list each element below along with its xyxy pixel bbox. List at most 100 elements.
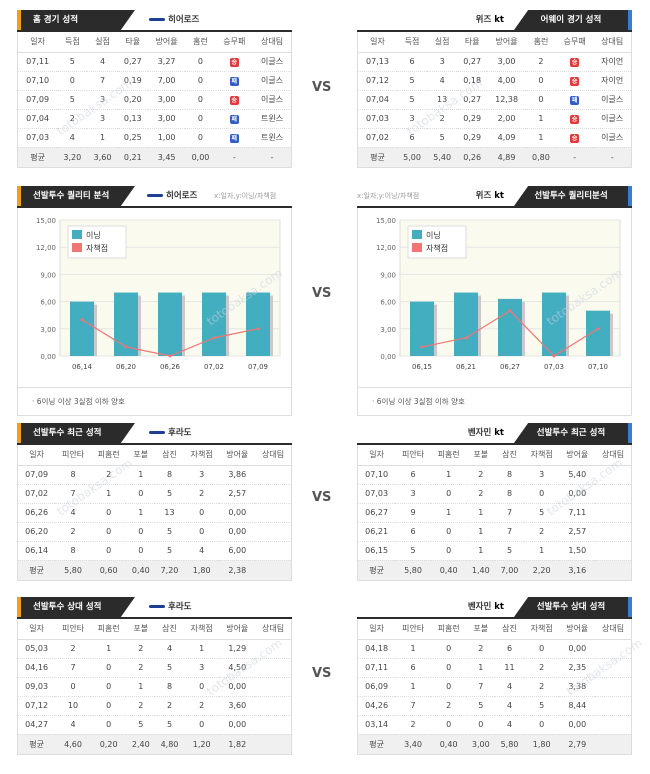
earned-run-point [464, 336, 468, 340]
table-cell: 패 [215, 128, 254, 148]
quality-left-hint: x:일자,y:이닝/자책점 [214, 192, 277, 200]
table-cell: 0,27 [457, 90, 488, 110]
pitcher-vs-left-title: 선발투수 상대 성적 [17, 597, 135, 617]
quality-right-note: · 6이닝 이상 3실점 이하 양호 [357, 388, 632, 416]
table-cell: 07,04 [17, 109, 58, 129]
column-header: 포볼 [466, 619, 496, 640]
y-tick-label: 3,00 [380, 326, 396, 334]
y-tick-label: 12,00 [376, 244, 396, 252]
table-cell: 7 [466, 677, 496, 697]
table-cell: 06,09 [357, 677, 396, 697]
earned-run-point [124, 345, 128, 349]
table-cell: 0 [430, 658, 467, 678]
table-row: 07,03 3 2 0,29 2,00 1 승 이글스 [357, 109, 632, 129]
table-cell: 1 [430, 465, 467, 485]
column-header: 일자 [17, 32, 58, 53]
table-cell: 0 [523, 484, 560, 504]
average-cell: 2,40 [126, 734, 156, 755]
table-cell [255, 484, 292, 504]
column-header: 일자 [17, 445, 56, 466]
table-cell: 1 [466, 522, 496, 542]
column-header: 포볼 [466, 445, 496, 466]
table-cell: 1,50 [559, 541, 596, 561]
legend-swatch-innings [412, 230, 422, 239]
table-cell [595, 658, 632, 678]
table-cell [595, 639, 632, 659]
table-cell: 4,50 [219, 658, 256, 678]
table-cell: 4 [495, 715, 524, 735]
column-header: 삼진 [495, 445, 524, 466]
table-row: 05,03 2 1 2 4 1 1,29 [17, 639, 292, 659]
table-cell: 0 [185, 128, 216, 148]
table-row: 06,09 1 0 7 4 2 3,38 [357, 677, 632, 697]
column-header: 승무패 [215, 32, 254, 53]
pitcher-left-name: 후라도 [149, 426, 191, 438]
column-header: 자책점 [183, 619, 220, 640]
table-cell: 6 [395, 522, 431, 542]
table-cell: 07,10 [357, 465, 396, 485]
table-cell: 자이언 [593, 71, 632, 91]
pitcher-recent-left-panel: 선발투수 최근 성적 후라도 일자 피안타 피홈런 포볼 삼진 자책점 방어율 상대팀 07,0… [17, 423, 292, 581]
table-cell: 2 [90, 465, 127, 485]
table-cell: 1 [466, 541, 496, 561]
x-tick-label: 07,03 [544, 363, 564, 371]
y-tick-label: 3,00 [40, 326, 56, 334]
loss-badge: 패 [570, 95, 580, 105]
table-cell [595, 465, 632, 485]
table-cell: 2 [126, 658, 156, 678]
average-cell: 1,20 [183, 734, 220, 755]
column-header: 상대팀 [595, 445, 632, 466]
average-cell: 1,80 [183, 560, 220, 581]
table-cell: 0 [523, 715, 560, 735]
table-cell: 3,27 [147, 52, 186, 72]
column-header: 자책점 [183, 445, 220, 466]
table-cell: 4 [183, 541, 220, 561]
quality-left-team: 히어로즈 [147, 189, 197, 201]
pitcher-vs-right-name: 벤자민 kt [467, 602, 504, 612]
table-cell: 0,19 [117, 71, 148, 91]
earned-run-point [80, 318, 84, 322]
table-cell: 7 [495, 503, 524, 523]
column-header: 홈런 [185, 32, 216, 53]
average-cell: 0,80 [525, 147, 556, 168]
table-cell: 0 [90, 715, 127, 735]
table-cell: 06,21 [357, 522, 396, 542]
table-cell [255, 541, 292, 561]
bar-innings [202, 292, 226, 356]
table-cell: 5 [155, 715, 184, 735]
table-cell: 13 [427, 90, 458, 110]
table-cell: 이글스 [253, 71, 292, 91]
table-cell: 04,27 [17, 715, 56, 735]
table-row: 04,18 1 0 2 6 0 0,00 [357, 639, 632, 659]
table-cell: 1 [87, 128, 118, 148]
table-cell: 8 [155, 677, 184, 697]
x-tick-label: 07,02 [204, 363, 224, 371]
table-cell: 5 [397, 90, 428, 110]
column-header: 상대팀 [255, 445, 292, 466]
average-cell: 5,00 [397, 147, 428, 168]
column-header: 상대팀 [253, 32, 292, 53]
table-cell: 6 [495, 639, 524, 659]
average-cell: 0,60 [90, 560, 127, 581]
table-cell: 06,15 [357, 541, 396, 561]
average-cell: 2,79 [559, 734, 596, 755]
column-header: 피안타 [395, 445, 431, 466]
y-tick-label: 15,00 [376, 217, 396, 225]
average-row: 평균 5,80 0,60 0,40 7,20 1,80 2,38 [17, 560, 292, 581]
average-cell: 7,00 [495, 560, 524, 581]
table-cell: 5 [155, 522, 184, 542]
legend-swatch-innings [72, 230, 82, 239]
table-cell: 5 [427, 128, 458, 148]
table-cell: 0,29 [457, 128, 488, 148]
average-cell [595, 734, 632, 755]
table-cell [595, 484, 632, 504]
table-cell: 07,10 [17, 71, 58, 91]
table-cell: 1 [523, 541, 560, 561]
bar-innings [246, 292, 270, 356]
column-header: 방어율 [559, 619, 596, 640]
column-header: 피안타 [55, 619, 91, 640]
column-header: 득점 [397, 32, 428, 53]
table-cell [255, 658, 292, 678]
bar-innings [498, 298, 522, 356]
table-cell: 7 [87, 71, 118, 91]
